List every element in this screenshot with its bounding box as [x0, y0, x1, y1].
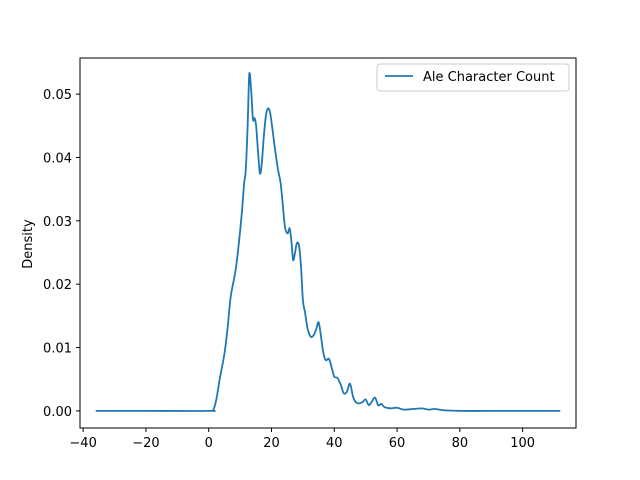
x-tick-label: −20 — [132, 436, 159, 451]
legend-label: Ale Character Count — [423, 70, 555, 85]
y-tick-label: 0.03 — [43, 215, 72, 230]
y-axis-ticks: 0.00 0.01 0.02 0.03 0.04 0.05 — [43, 88, 80, 420]
x-tick-label: −40 — [69, 436, 96, 451]
y-tick-label: 0.04 — [43, 151, 72, 166]
series-line — [95, 72, 561, 412]
x-tick-label: 20 — [263, 436, 280, 451]
y-tick-label: 0.05 — [43, 88, 72, 103]
series-layer — [95, 72, 561, 412]
x-tick-label: 100 — [510, 436, 535, 451]
x-tick-label: 60 — [389, 436, 406, 451]
x-axis-ticks: −40 −20 0 20 40 60 80 100 — [69, 428, 535, 451]
x-tick-label: 40 — [326, 436, 343, 451]
y-tick-label: 0.02 — [43, 278, 72, 293]
plot-area — [80, 58, 576, 428]
plot-frame — [79, 57, 577, 429]
legend: Ale Character Count — [376, 63, 570, 92]
y-axis-label: Density — [21, 219, 36, 269]
x-tick-label: 0 — [205, 436, 213, 451]
x-tick-label: 80 — [452, 436, 469, 451]
y-tick-label: 0.00 — [43, 405, 72, 420]
y-tick-label: 0.01 — [43, 342, 72, 357]
legend-box — [376, 63, 570, 92]
